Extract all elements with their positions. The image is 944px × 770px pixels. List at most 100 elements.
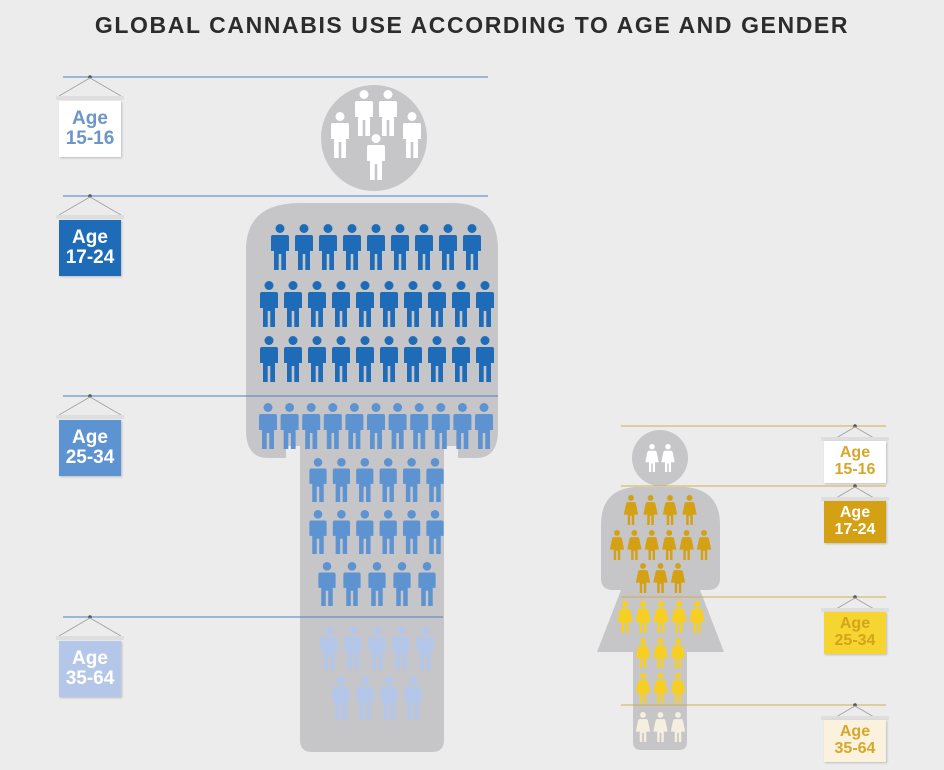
tag-line1: Age xyxy=(839,615,871,633)
male-person-icon xyxy=(308,281,326,327)
male-person-icon xyxy=(320,626,338,670)
female-figure-grid xyxy=(609,444,712,742)
female-person-icon xyxy=(671,601,687,633)
hook-point xyxy=(88,394,92,398)
male-person-icon xyxy=(388,403,407,449)
female-person-icon xyxy=(653,638,668,668)
hanger-string xyxy=(58,396,122,416)
male-person-icon xyxy=(345,403,364,449)
female-head xyxy=(632,430,688,486)
hanger-rod xyxy=(821,716,889,720)
hook-point xyxy=(853,595,857,599)
male-person-icon xyxy=(367,224,385,270)
tag-line2: 15-16 xyxy=(834,461,876,478)
male-person-icon xyxy=(356,281,374,327)
tag-line2: 15-16 xyxy=(65,128,115,149)
male-person-icon xyxy=(318,562,336,606)
male-person-icon xyxy=(332,336,350,382)
male-person-icon xyxy=(410,403,429,449)
male-person-icon xyxy=(439,224,457,270)
female-silhouette xyxy=(597,430,724,750)
male-person-icon xyxy=(418,562,436,606)
chart-title: GLOBAL CANNABIS USE ACCORDING TO AGE AND… xyxy=(94,12,850,38)
tag-line1: Age xyxy=(72,427,108,449)
male-person-icon xyxy=(260,336,278,382)
male-person-icon xyxy=(284,281,302,327)
male-person-icon xyxy=(463,224,481,270)
female-person-icon xyxy=(662,530,677,560)
male-person-icon xyxy=(368,562,386,606)
female-age-tag-17-24: Age 17-24 xyxy=(824,501,886,543)
male-person-icon xyxy=(392,626,410,670)
tag-line2: 35-64 xyxy=(834,740,876,757)
male-person-icon xyxy=(344,626,362,670)
male-person-icon xyxy=(475,403,493,449)
tag-line1: Age xyxy=(72,108,108,130)
male-person-icon xyxy=(391,224,409,270)
male-person-icon xyxy=(356,510,374,554)
female-person-icon xyxy=(653,563,668,593)
tag-line1: Age xyxy=(839,444,871,462)
male-person-icon xyxy=(280,403,299,449)
female-person-icon xyxy=(635,673,651,703)
female-person-icon xyxy=(609,530,625,560)
female-age-tag-35-64: Age 35-64 xyxy=(824,720,886,762)
male-person-icon xyxy=(319,224,337,270)
female-person-icon xyxy=(653,673,668,703)
female-person-icon xyxy=(623,495,639,525)
male-person-icon xyxy=(367,403,385,449)
male-person-icon xyxy=(323,403,342,449)
male-person-icon xyxy=(332,510,351,554)
male-person-icon xyxy=(426,458,444,502)
female-age-tag-25-34: Age 25-34 xyxy=(824,612,886,654)
hook-point xyxy=(88,194,92,198)
hook-point xyxy=(88,75,92,79)
male-person-icon xyxy=(402,458,421,502)
tag-line1: Age xyxy=(72,227,108,249)
male-person-icon xyxy=(393,562,411,606)
male-person-icon xyxy=(284,336,302,382)
hanger-rod xyxy=(56,636,124,640)
male-person-icon xyxy=(380,336,398,382)
male-person-icon xyxy=(367,134,385,180)
hook-point xyxy=(853,703,857,707)
female-person-icon xyxy=(661,444,675,472)
female-person-icon xyxy=(635,638,651,668)
female-person-icon xyxy=(653,712,668,742)
tag-line1: Age xyxy=(839,504,871,522)
male-person-icon xyxy=(476,281,494,327)
male-person-icon xyxy=(309,458,327,502)
male-person-icon xyxy=(271,224,289,270)
hanger-rod xyxy=(821,437,889,441)
female-person-icon xyxy=(627,530,642,560)
female-person-icon xyxy=(679,530,694,560)
male-person-icon xyxy=(431,403,450,449)
hanger-rod xyxy=(821,608,889,612)
male-person-icon xyxy=(379,458,397,502)
male-person-icon xyxy=(355,90,373,136)
female-person-icon xyxy=(662,495,678,525)
male-person-icon xyxy=(452,281,470,327)
female-person-icon xyxy=(653,601,669,633)
hook-point xyxy=(853,484,857,488)
male-person-icon xyxy=(426,510,444,554)
male-person-icon xyxy=(332,676,350,720)
tag-line1: Age xyxy=(839,723,871,741)
female-person-icon xyxy=(645,444,659,472)
male-person-icon xyxy=(452,336,470,382)
tag-line2: 25-34 xyxy=(834,632,876,649)
hanger-rod xyxy=(821,497,889,501)
male-person-icon xyxy=(379,90,397,136)
male-person-icon xyxy=(356,336,374,382)
male-person-icon xyxy=(343,562,361,606)
male-age-tag-15-16: Age 15-16 xyxy=(59,101,121,157)
male-person-icon xyxy=(453,403,472,449)
tag-line2: 25-34 xyxy=(65,447,115,468)
tag-line2: 17-24 xyxy=(834,521,876,538)
female-person-icon xyxy=(643,495,658,525)
male-person-icon xyxy=(428,281,446,327)
male-person-icon xyxy=(260,281,278,327)
female-person-icon xyxy=(635,563,651,593)
male-person-icon xyxy=(402,510,421,554)
